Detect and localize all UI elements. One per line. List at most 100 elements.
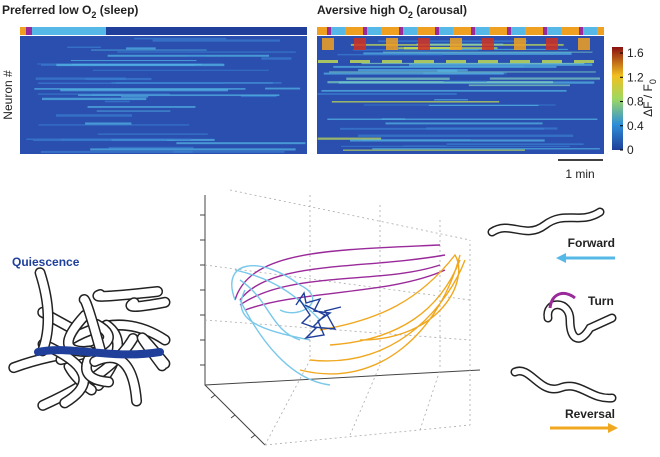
state-bar — [461, 27, 471, 35]
state-bar — [543, 27, 547, 35]
worm-ball — [8, 267, 171, 411]
heat-streak — [121, 96, 149, 98]
heat-streak — [337, 53, 444, 56]
heat-streak — [134, 37, 227, 40]
heatmaps — [20, 27, 604, 154]
state-bar — [389, 27, 399, 35]
heat-streak — [402, 145, 447, 147]
state-bar — [453, 27, 461, 35]
state-bar — [435, 27, 439, 35]
heat-streak — [398, 47, 498, 50]
heat-streak — [34, 88, 246, 90]
heat-streak — [126, 47, 156, 50]
heat-streak — [96, 110, 171, 112]
heat-streak — [385, 122, 543, 125]
state-bar — [579, 27, 583, 35]
colorbar-label: ΔF / F0 — [641, 79, 658, 117]
heat-streak — [323, 72, 504, 75]
heat-streak — [446, 143, 584, 145]
state-bar — [367, 27, 381, 35]
state-bar — [569, 27, 579, 35]
state-bar — [317, 27, 327, 35]
grid-3d — [204, 189, 471, 446]
heat-streak — [437, 69, 458, 72]
title-text: Preferred low O — [2, 3, 91, 17]
heat-streak — [40, 150, 193, 153]
heat-burst — [418, 38, 430, 50]
heat-streak — [265, 87, 301, 90]
quiescence-label: Quiescence — [12, 255, 80, 269]
state-bar — [533, 27, 543, 35]
heat-streak — [321, 89, 567, 92]
heat-streak — [104, 100, 130, 103]
heat-streak — [489, 77, 600, 80]
heat-streak — [361, 62, 585, 65]
heat-burst — [318, 60, 338, 63]
state-bar — [353, 27, 363, 35]
title-text: (arousal) — [413, 3, 467, 17]
worm-body — [90, 353, 141, 406]
heat-streak — [70, 60, 197, 62]
state-bar — [417, 27, 425, 35]
state-bar — [327, 27, 331, 35]
heat-burst — [546, 38, 558, 50]
worm-body — [36, 268, 53, 355]
worms — [487, 207, 618, 433]
heat-streak — [443, 80, 488, 83]
heat-streak — [152, 39, 280, 42]
reversal-label: Reversal — [565, 407, 615, 421]
state-bar — [26, 27, 32, 35]
heat-streak — [327, 118, 598, 121]
heat-streak — [357, 134, 574, 137]
state-bar — [561, 27, 569, 35]
title-sub: 2 — [91, 10, 96, 20]
heat-streak — [317, 137, 382, 140]
heat-burst — [482, 38, 494, 50]
heat-streak — [38, 82, 225, 84]
left-title: Preferred low O2 (sleep) — [2, 3, 138, 20]
trajectories — [231, 244, 466, 386]
state-bar — [381, 27, 389, 35]
y-label: Neuron # — [1, 70, 15, 120]
state-bar — [471, 27, 475, 35]
heat-streak — [327, 81, 554, 84]
colorbar-tick-label: 0 — [627, 143, 634, 157]
state-bar — [511, 27, 525, 35]
heat-streak — [341, 145, 570, 147]
worm-body — [80, 295, 107, 361]
heat-streak — [33, 139, 167, 142]
heat-streak — [425, 127, 558, 130]
state-bar — [583, 27, 597, 35]
heat-streak — [317, 93, 457, 95]
colorbar — [612, 47, 623, 150]
heat-streak — [349, 139, 545, 142]
heat-streak — [429, 48, 568, 50]
heat-burst — [478, 60, 498, 63]
axes-3d — [200, 195, 481, 446]
state-bar — [525, 27, 533, 35]
heat-burst — [450, 38, 462, 50]
heat-streak — [60, 88, 229, 92]
colorbar-tick-label: 1.2 — [627, 70, 644, 84]
heat-streak — [434, 99, 468, 101]
heat-burst — [574, 60, 594, 63]
heat-streak — [108, 146, 194, 149]
heat-burst — [382, 60, 402, 63]
title-sub: 2 — [408, 10, 413, 20]
heat-streak — [240, 95, 277, 98]
state-bar — [475, 27, 489, 35]
heat-streak — [26, 138, 191, 141]
quiescent-worm — [34, 346, 164, 359]
state-bar — [363, 27, 367, 35]
heat-streak — [85, 77, 152, 81]
colorbar-tick-label: 1.6 — [627, 46, 644, 60]
heat-streak — [329, 71, 596, 73]
state-bar — [20, 27, 26, 35]
heat-streak — [381, 118, 406, 120]
heat-streak — [97, 133, 208, 135]
forward-label: Forward — [568, 236, 615, 250]
worm-body — [126, 298, 169, 311]
heat-burst — [386, 38, 398, 50]
heat-burst — [354, 38, 366, 50]
